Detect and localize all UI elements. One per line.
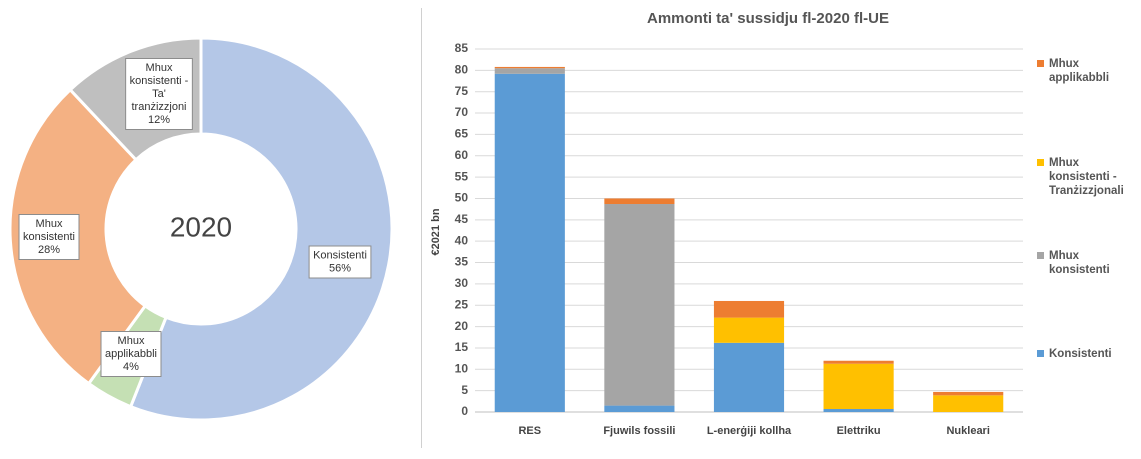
y-tick-label: 75 [455, 84, 469, 98]
y-tick-label: 55 [455, 169, 469, 183]
x-category-label: Fjuwils fossili [603, 425, 675, 437]
legend-label-line: Konsistenti [1049, 348, 1112, 360]
bar-elettriku-mhux-konsistenti-tran-izzjonali [823, 363, 894, 410]
y-tick-label: 25 [455, 297, 469, 311]
bar-l-ener-iji-kollha-mhux-applikabbli [713, 300, 785, 318]
donut-center-label: 2020 [170, 211, 232, 242]
legend-swatch [1037, 252, 1044, 259]
bar-elettriku-mhux-applikabbli [823, 360, 894, 364]
y-tick-label: 35 [455, 255, 469, 269]
bar-l-ener-iji-kollha-mhux-konsistenti-tran-izzjonali [713, 317, 785, 343]
legend-item-mhux-konsistenti-tran-izzjonali: Mhux konsistenti - Tranżizzjonali [1037, 157, 1124, 197]
donut-label-line: Konsistenti [313, 249, 367, 261]
y-tick-label: 70 [455, 105, 469, 119]
donut-label-line: Mhux [118, 335, 145, 347]
bar-fjuwils-fossili-konsistenti [604, 405, 675, 412]
donut-label-line: Mhux [36, 218, 63, 230]
legend-label-line: Mhux [1049, 157, 1080, 169]
legend-label-line: Mhux [1049, 250, 1080, 262]
x-category-label: RES [518, 425, 541, 437]
panel-divider [421, 8, 422, 448]
bar-nukleari-mhux-konsistenti-tran-izzjonali [933, 395, 1004, 412]
stacked-bar-chart: Ammonti ta' sussidju fl-2020 fl-UE 0 5 10 1… [430, 10, 1124, 437]
bar-res-mhux-konsistenti [494, 68, 565, 74]
legend-label-line: Mhux [1049, 58, 1080, 70]
legend-swatch [1037, 159, 1044, 166]
y-tick-label: 15 [455, 340, 469, 354]
bar-l-ener-iji-kollha-konsistenti [713, 342, 785, 412]
chart-title: Ammonti ta' sussidju fl-2020 fl-UE [647, 10, 889, 27]
donut-chart-panel: 2020 Konsistenti 56% Mhux applikabbli 4% Mhux… [0, 0, 420, 454]
y-tick-label: 65 [455, 127, 469, 141]
y-tick-label: 5 [461, 383, 468, 397]
x-category-label: Nukleari [946, 425, 989, 437]
bar-fjuwils-fossili-mhux-applikabbli [604, 198, 675, 205]
donut-label-line: 56% [329, 262, 351, 274]
donut-slice-konsistenti [128, 36, 394, 422]
donut-label-line: 28% [38, 244, 60, 256]
legend-swatch [1037, 60, 1044, 67]
legend-item-konsistenti: Konsistenti [1037, 348, 1112, 360]
donut-label-line: konsistenti - [130, 75, 189, 87]
x-category-label: L-enerġiji kollha [707, 425, 792, 437]
donut-label-line: Mhux [146, 62, 173, 74]
y-tick-label: 50 [455, 191, 469, 205]
y-tick-label: 60 [455, 148, 469, 162]
donut-label-line: applikabbli [105, 348, 157, 360]
legend-label-line: konsistenti - [1049, 171, 1117, 183]
y-tick-label: 40 [455, 233, 469, 247]
donut-label-line: tranżizzjoni [131, 101, 186, 113]
legend-label-line: konsistenti [1049, 264, 1110, 276]
x-category-label: Elettriku [837, 425, 881, 437]
y-tick-label: 80 [455, 63, 469, 77]
bar-fjuwils-fossili-mhux-konsistenti [604, 204, 675, 406]
y-tick-label: 20 [455, 319, 469, 333]
donut-label-line: 12% [148, 114, 170, 126]
y-tick-label: 30 [455, 276, 469, 290]
donut-label-line: konsistenti [23, 231, 75, 243]
y-tick-label: 10 [455, 361, 469, 375]
y-tick-label: 0 [461, 404, 468, 418]
y-tick-label: 45 [455, 212, 469, 226]
bar-res-konsistenti [494, 73, 565, 412]
bar-res-mhux-applikabbli [494, 66, 565, 69]
legend-swatch [1037, 350, 1044, 357]
legend-item-mhux-konsistenti: Mhux konsistenti [1037, 250, 1110, 276]
bar-nukleari-mhux-applikabbli [933, 391, 1004, 396]
legend-item-mhux-applikabbli: Mhux applikabbli [1037, 58, 1109, 84]
bar-elettriku-konsistenti [823, 409, 894, 412]
y-tick-label: 85 [455, 41, 469, 55]
y-axis-label: €2021 bn [430, 208, 442, 255]
donut-label-line: 4% [123, 361, 139, 373]
legend-label-line: Tranżizzjonali [1049, 185, 1124, 197]
donut-chart: 2020 Konsistenti56%Mhuxapplikabbli4%Mhux… [8, 36, 394, 422]
legend-label-line: applikabbli [1049, 72, 1109, 84]
donut-label-line: Ta' [152, 88, 166, 100]
bar-chart-panel: Ammonti ta' sussidju fl-2020 fl-UE 0 5 10 1… [423, 0, 1141, 454]
